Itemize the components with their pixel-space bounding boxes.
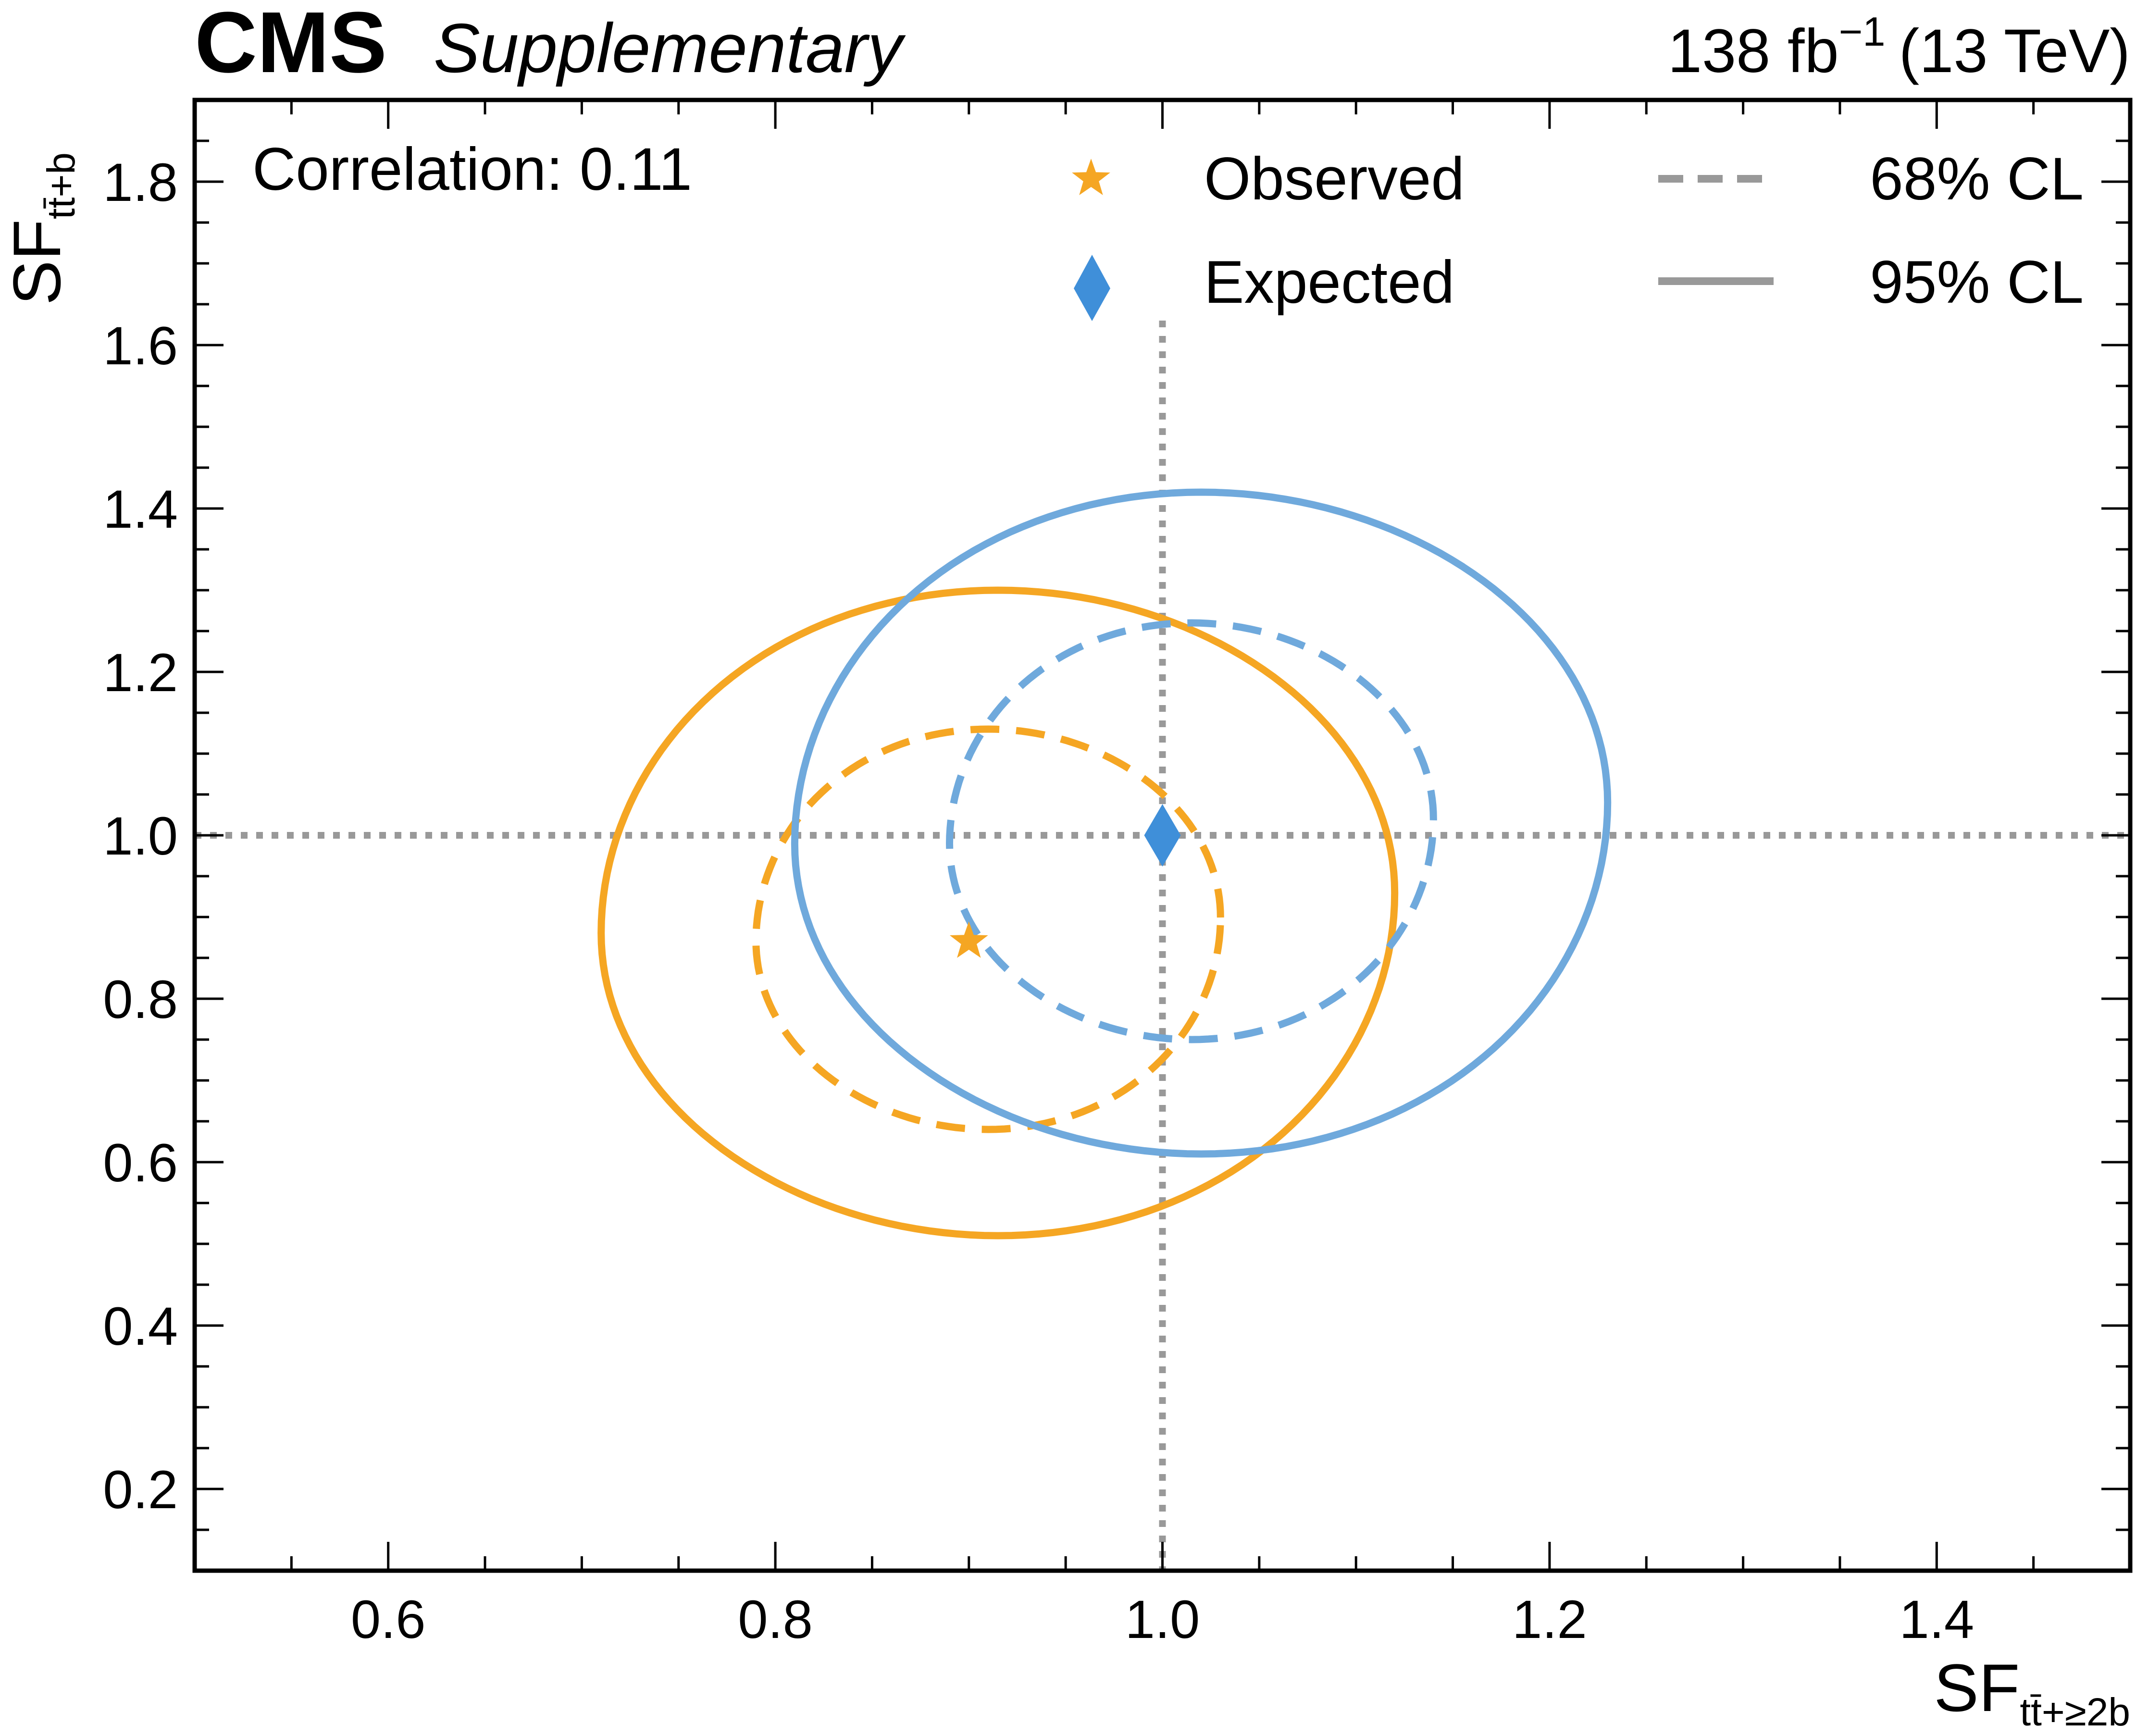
x-axis-label: SFtt̄+≥2b [1934, 1650, 2130, 1734]
y-tick-label: 1.2 [103, 643, 178, 703]
y-tick-label: 0.4 [103, 1296, 178, 1356]
lumi-exponent: −1 [1839, 9, 1886, 55]
y-axis-label-main: SF [0, 219, 75, 305]
y-tick-label: 1.6 [103, 316, 178, 376]
luminosity-label: 138 fb−1 (13 TeV) [1668, 9, 2130, 86]
legend-68cl-label: 68% CL [1870, 146, 2084, 212]
cms-label: CMS [195, 0, 387, 91]
y-axis-label: SFtt̄+b [0, 152, 83, 305]
legend: Observed Expected 68% CL 95% CL [1072, 146, 2084, 321]
legend-95cl-label: 95% CL [1870, 249, 2084, 316]
y-tick-label: 0.8 [103, 969, 178, 1029]
legend-observed-star-icon [1072, 159, 1110, 195]
x-axis-label-sub: tt̄+≥2b [2020, 1690, 2130, 1734]
y-tick-label: 1.0 [103, 806, 178, 866]
lumi-energy: (13 TeV) [1899, 17, 2130, 86]
observed-68cl-contour [752, 725, 1224, 1133]
status-label: Supplementary [434, 9, 906, 87]
y-tick-label: 0.6 [103, 1133, 178, 1193]
x-tick-label: 1.0 [1125, 1589, 1200, 1649]
y-tick-label: 1.8 [103, 152, 178, 212]
expected-68cl-contour [945, 619, 1437, 1043]
plot-area: 0.6 0.8 1.0 1.2 1.4 0.2 0.4 0.6 0.8 1.0 1.2 1.4 1.6 1… [103, 98, 2133, 1649]
legend-observed-label: Observed [1204, 146, 1465, 212]
lumi-value: 138 fb [1668, 17, 1839, 86]
expected-point-diamond [1144, 804, 1181, 867]
x-tick-label: 1.4 [1899, 1589, 1974, 1649]
legend-expected-label: Expected [1204, 249, 1454, 316]
y-tick-label: 0.2 [103, 1460, 178, 1520]
x-axis-label-main: SF [1934, 1650, 2020, 1725]
y-axis-label-sub: tt̄+b [39, 152, 83, 219]
legend-expected-diamond-icon [1074, 255, 1110, 321]
x-tick-label: 1.2 [1512, 1589, 1587, 1649]
expected-95cl-contour [791, 488, 1612, 1158]
correlation-annotation: Correlation: 0.11 [252, 136, 692, 203]
observed-point-star [949, 921, 988, 958]
x-tick-label: 0.6 [351, 1589, 426, 1649]
y-tick-label: 1.4 [103, 479, 178, 539]
x-tick-label: 0.8 [738, 1589, 813, 1649]
observed-95cl-contour [597, 586, 1399, 1240]
